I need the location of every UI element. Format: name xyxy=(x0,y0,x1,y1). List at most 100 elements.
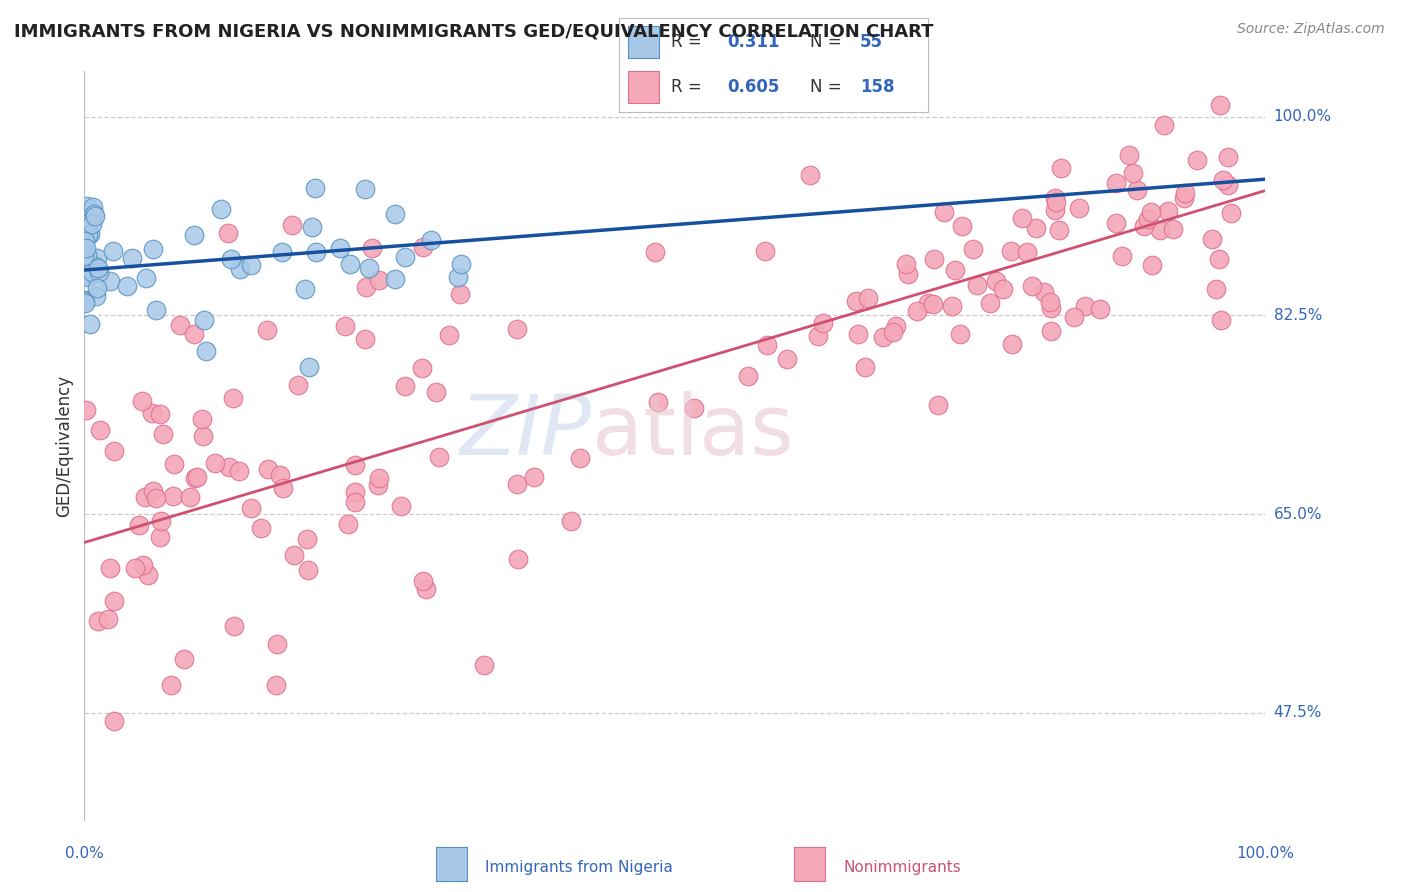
Point xyxy=(927,398,949,412)
Point xyxy=(439,327,461,342)
Point xyxy=(1208,252,1230,267)
Text: N =: N = xyxy=(810,78,842,96)
Point xyxy=(239,501,262,516)
Point xyxy=(343,458,366,473)
Point xyxy=(145,491,167,505)
Point xyxy=(922,296,945,310)
Bar xyxy=(628,71,659,103)
Point xyxy=(89,265,111,279)
Point xyxy=(776,352,799,367)
Point xyxy=(83,207,105,221)
Point xyxy=(644,244,666,259)
Point xyxy=(217,226,239,240)
Point xyxy=(1039,301,1062,316)
Point xyxy=(134,490,156,504)
Point xyxy=(305,244,328,259)
Point xyxy=(75,241,97,255)
Point xyxy=(472,658,495,673)
Point xyxy=(1015,245,1038,260)
Point xyxy=(1025,220,1047,235)
Point xyxy=(142,242,165,256)
Point xyxy=(1216,178,1239,192)
Point xyxy=(135,271,157,285)
Point xyxy=(1201,232,1223,246)
Point xyxy=(354,279,377,293)
Point xyxy=(1163,221,1185,235)
Point xyxy=(97,612,120,626)
Point xyxy=(394,250,416,264)
Point xyxy=(1219,206,1241,220)
Point xyxy=(152,426,174,441)
Point xyxy=(391,500,413,514)
Point xyxy=(1067,201,1090,215)
Point xyxy=(98,274,121,288)
Point xyxy=(77,227,100,242)
Point xyxy=(183,228,205,243)
Point xyxy=(149,530,172,544)
Point xyxy=(83,259,105,273)
Point xyxy=(523,470,546,484)
Point xyxy=(1074,299,1097,313)
Point xyxy=(204,456,226,470)
Point xyxy=(141,406,163,420)
Point xyxy=(922,252,945,266)
Point xyxy=(150,514,173,528)
Point xyxy=(270,244,292,259)
Point xyxy=(86,280,108,294)
Point xyxy=(506,322,529,336)
Point xyxy=(1063,310,1085,325)
Point xyxy=(149,407,172,421)
Point xyxy=(82,265,104,279)
Point xyxy=(949,327,972,342)
Point xyxy=(425,385,447,400)
Point xyxy=(979,296,1001,310)
Point xyxy=(76,248,98,262)
Point xyxy=(98,561,121,575)
Text: 100.0%: 100.0% xyxy=(1274,110,1331,124)
Point xyxy=(756,338,779,352)
Point xyxy=(950,219,973,234)
Point xyxy=(1174,186,1197,200)
Point xyxy=(73,296,96,310)
Text: 47.5%: 47.5% xyxy=(1274,706,1322,720)
Point xyxy=(1140,205,1163,219)
Point xyxy=(560,515,582,529)
Point xyxy=(354,182,377,196)
Point xyxy=(429,450,451,464)
Point xyxy=(1105,216,1128,230)
Point xyxy=(264,678,287,692)
Point xyxy=(191,429,214,443)
Point xyxy=(163,457,186,471)
Point xyxy=(1140,258,1163,272)
Point xyxy=(273,482,295,496)
Point xyxy=(73,293,96,308)
Point xyxy=(294,282,316,296)
Point xyxy=(848,327,870,342)
Point xyxy=(1209,313,1232,327)
Point xyxy=(80,217,103,231)
Point xyxy=(218,459,240,474)
Point xyxy=(1088,302,1111,317)
Point xyxy=(297,532,319,546)
Point xyxy=(128,517,150,532)
Point xyxy=(281,218,304,232)
Point xyxy=(359,261,381,276)
Point xyxy=(344,484,367,499)
Point xyxy=(103,443,125,458)
Point xyxy=(209,202,232,217)
Point xyxy=(298,359,321,374)
Point xyxy=(75,402,97,417)
Point xyxy=(811,316,834,330)
Point xyxy=(568,450,591,465)
Text: R =: R = xyxy=(671,33,702,51)
Point xyxy=(384,207,406,221)
Point xyxy=(193,313,215,327)
Point xyxy=(333,318,356,333)
Text: IMMIGRANTS FROM NIGERIA VS NONIMMIGRANTS GED/EQUIVALENCY CORRELATION CHART: IMMIGRANTS FROM NIGERIA VS NONIMMIGRANTS… xyxy=(14,22,934,40)
Text: R =: R = xyxy=(671,78,702,96)
Point xyxy=(1045,191,1067,205)
Point xyxy=(87,615,110,629)
Point xyxy=(1032,285,1054,299)
Point xyxy=(506,476,529,491)
Point xyxy=(361,241,384,255)
